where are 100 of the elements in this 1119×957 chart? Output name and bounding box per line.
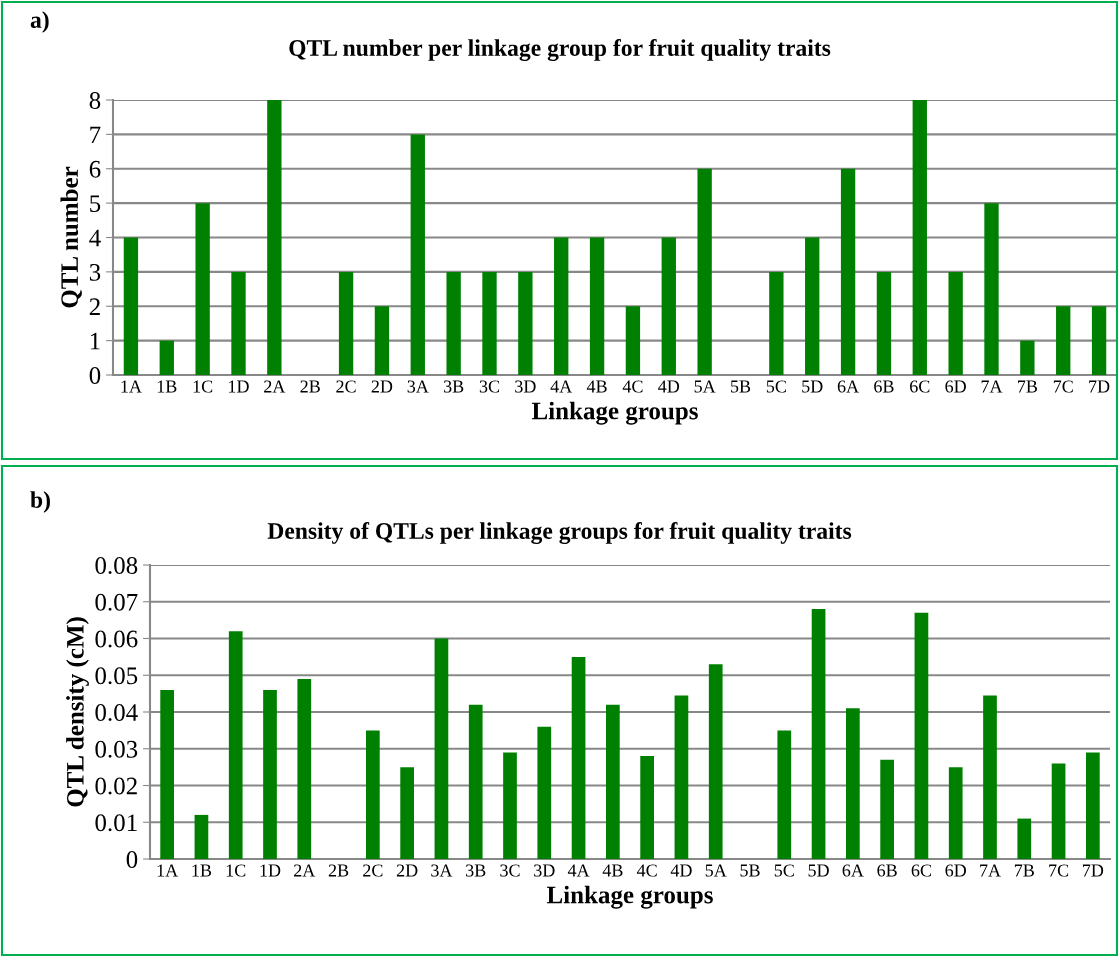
bar — [846, 708, 860, 859]
x-tick-label: 7D — [1083, 864, 1104, 877]
x-tick-label: 6B — [874, 380, 894, 393]
x-tick-label: 3D — [515, 380, 536, 393]
x-tick-label: 1C — [193, 380, 213, 393]
bar — [674, 695, 689, 859]
text: a) — [30, 11, 49, 33]
x-tick-label: 3A — [407, 380, 429, 393]
bar — [1086, 752, 1100, 859]
bar — [468, 704, 483, 859]
bar — [983, 695, 997, 859]
x-tick-label: 5C — [766, 380, 786, 393]
bar — [606, 704, 620, 859]
x-tick-label: 5D — [802, 380, 823, 393]
bar — [805, 237, 820, 375]
x-tick-label: 4C — [636, 864, 657, 877]
y-tick-label: 0.08 — [95, 557, 138, 575]
x-tick-label: 4B — [586, 380, 607, 393]
x-tick-label: 6D — [945, 864, 967, 877]
bar — [194, 814, 209, 859]
bar — [777, 730, 792, 859]
x-tick-label: 3C — [479, 380, 500, 393]
x-tick-label: 4D — [670, 864, 692, 877]
bar — [697, 168, 712, 375]
y-tick-label: 4 — [89, 229, 101, 247]
x-tick-label: 4D — [658, 380, 680, 393]
bar — [811, 609, 826, 859]
x-tick-label: 5A — [705, 864, 727, 877]
y-tick-label: 0.03 — [95, 740, 138, 758]
bar — [640, 756, 654, 859]
y-tick-label: 5 — [90, 195, 101, 213]
bar — [160, 689, 174, 859]
y-tick-label: 0 — [126, 851, 138, 868]
y-axis-title: QTL number — [60, 166, 82, 308]
x-tick-label: 1B — [157, 380, 177, 393]
x-tick-label: 3A — [431, 864, 453, 877]
x-tick-label: 6D — [945, 380, 966, 393]
bar — [338, 271, 354, 375]
bar — [708, 664, 723, 859]
x-tick-label: 7B — [1014, 864, 1034, 877]
x-tick-label: 5A — [694, 380, 716, 393]
x-tick-label: 7A — [980, 864, 1001, 877]
bar — [195, 203, 210, 375]
bar — [1056, 306, 1071, 375]
bar — [482, 271, 497, 375]
x-tick-label: 6C — [910, 380, 930, 393]
x-tick-label: 3B — [466, 864, 486, 877]
y-tick-label: 6 — [89, 160, 101, 178]
y-tick-label: 0.07 — [95, 593, 138, 611]
x-tick-label: 2A — [294, 864, 316, 877]
bar — [228, 631, 243, 859]
bar — [374, 306, 390, 375]
x-tick-label: 6A — [842, 864, 864, 877]
x-tick-label: 1D — [260, 864, 281, 877]
x-tick-label: 1B — [192, 864, 212, 877]
x-tick-label: 6C — [911, 864, 931, 877]
y-axis-title: QTL density (cM) — [66, 617, 89, 807]
bar — [434, 638, 449, 859]
x-tick-label: 1A — [121, 380, 142, 393]
bar — [1017, 818, 1032, 859]
bar — [840, 168, 856, 375]
x-tick-label: 2B — [300, 380, 320, 393]
x-tick-label: 2D — [396, 864, 418, 877]
y-tick-label: 0.06 — [95, 630, 138, 648]
x-tick-label: 5B — [731, 380, 751, 393]
bar — [948, 271, 963, 375]
x-tick-label: 7C — [1049, 864, 1069, 877]
bar — [1091, 306, 1107, 375]
bar — [123, 237, 139, 375]
chart-title: Density of QTLs per linkage groups for fruit quality traits — [267, 522, 852, 544]
x-tick-label: 3D — [534, 864, 555, 877]
x-axis-title: Linkage groups — [531, 401, 698, 425]
bar — [518, 271, 533, 375]
x-tick-label: 2B — [328, 864, 349, 877]
x-tick-label: 5B — [740, 864, 760, 877]
bar — [400, 767, 414, 859]
bar — [912, 100, 927, 375]
bar — [571, 656, 586, 859]
x-tick-label: 4C — [622, 380, 643, 393]
x-tick-label: 7D — [1089, 380, 1110, 393]
x-tick-label: 1C — [226, 864, 246, 877]
x-tick-label: 5C — [774, 864, 794, 877]
x-tick-label: 7A — [981, 380, 1003, 393]
x-tick-label: 4A — [567, 864, 590, 877]
x-tick-label: 4A — [550, 380, 573, 393]
bar — [263, 689, 277, 859]
x-tick-label: 2C — [363, 864, 383, 877]
y-tick-label: 0 — [89, 367, 101, 384]
y-tick-label: 3 — [89, 263, 101, 281]
bar — [159, 340, 174, 375]
bar — [1051, 763, 1066, 859]
bar — [410, 134, 425, 375]
y-tick-label: 0.04 — [95, 704, 138, 722]
bar — [661, 237, 676, 375]
x-tick-label: 2C — [336, 380, 356, 393]
chart-title: QTL number per linkage group for fruit quality traits — [289, 39, 831, 61]
bar — [446, 271, 461, 375]
y-tick-label: 0.01 — [95, 814, 137, 832]
bar — [769, 271, 784, 375]
y-tick-label: 8 — [89, 92, 101, 109]
